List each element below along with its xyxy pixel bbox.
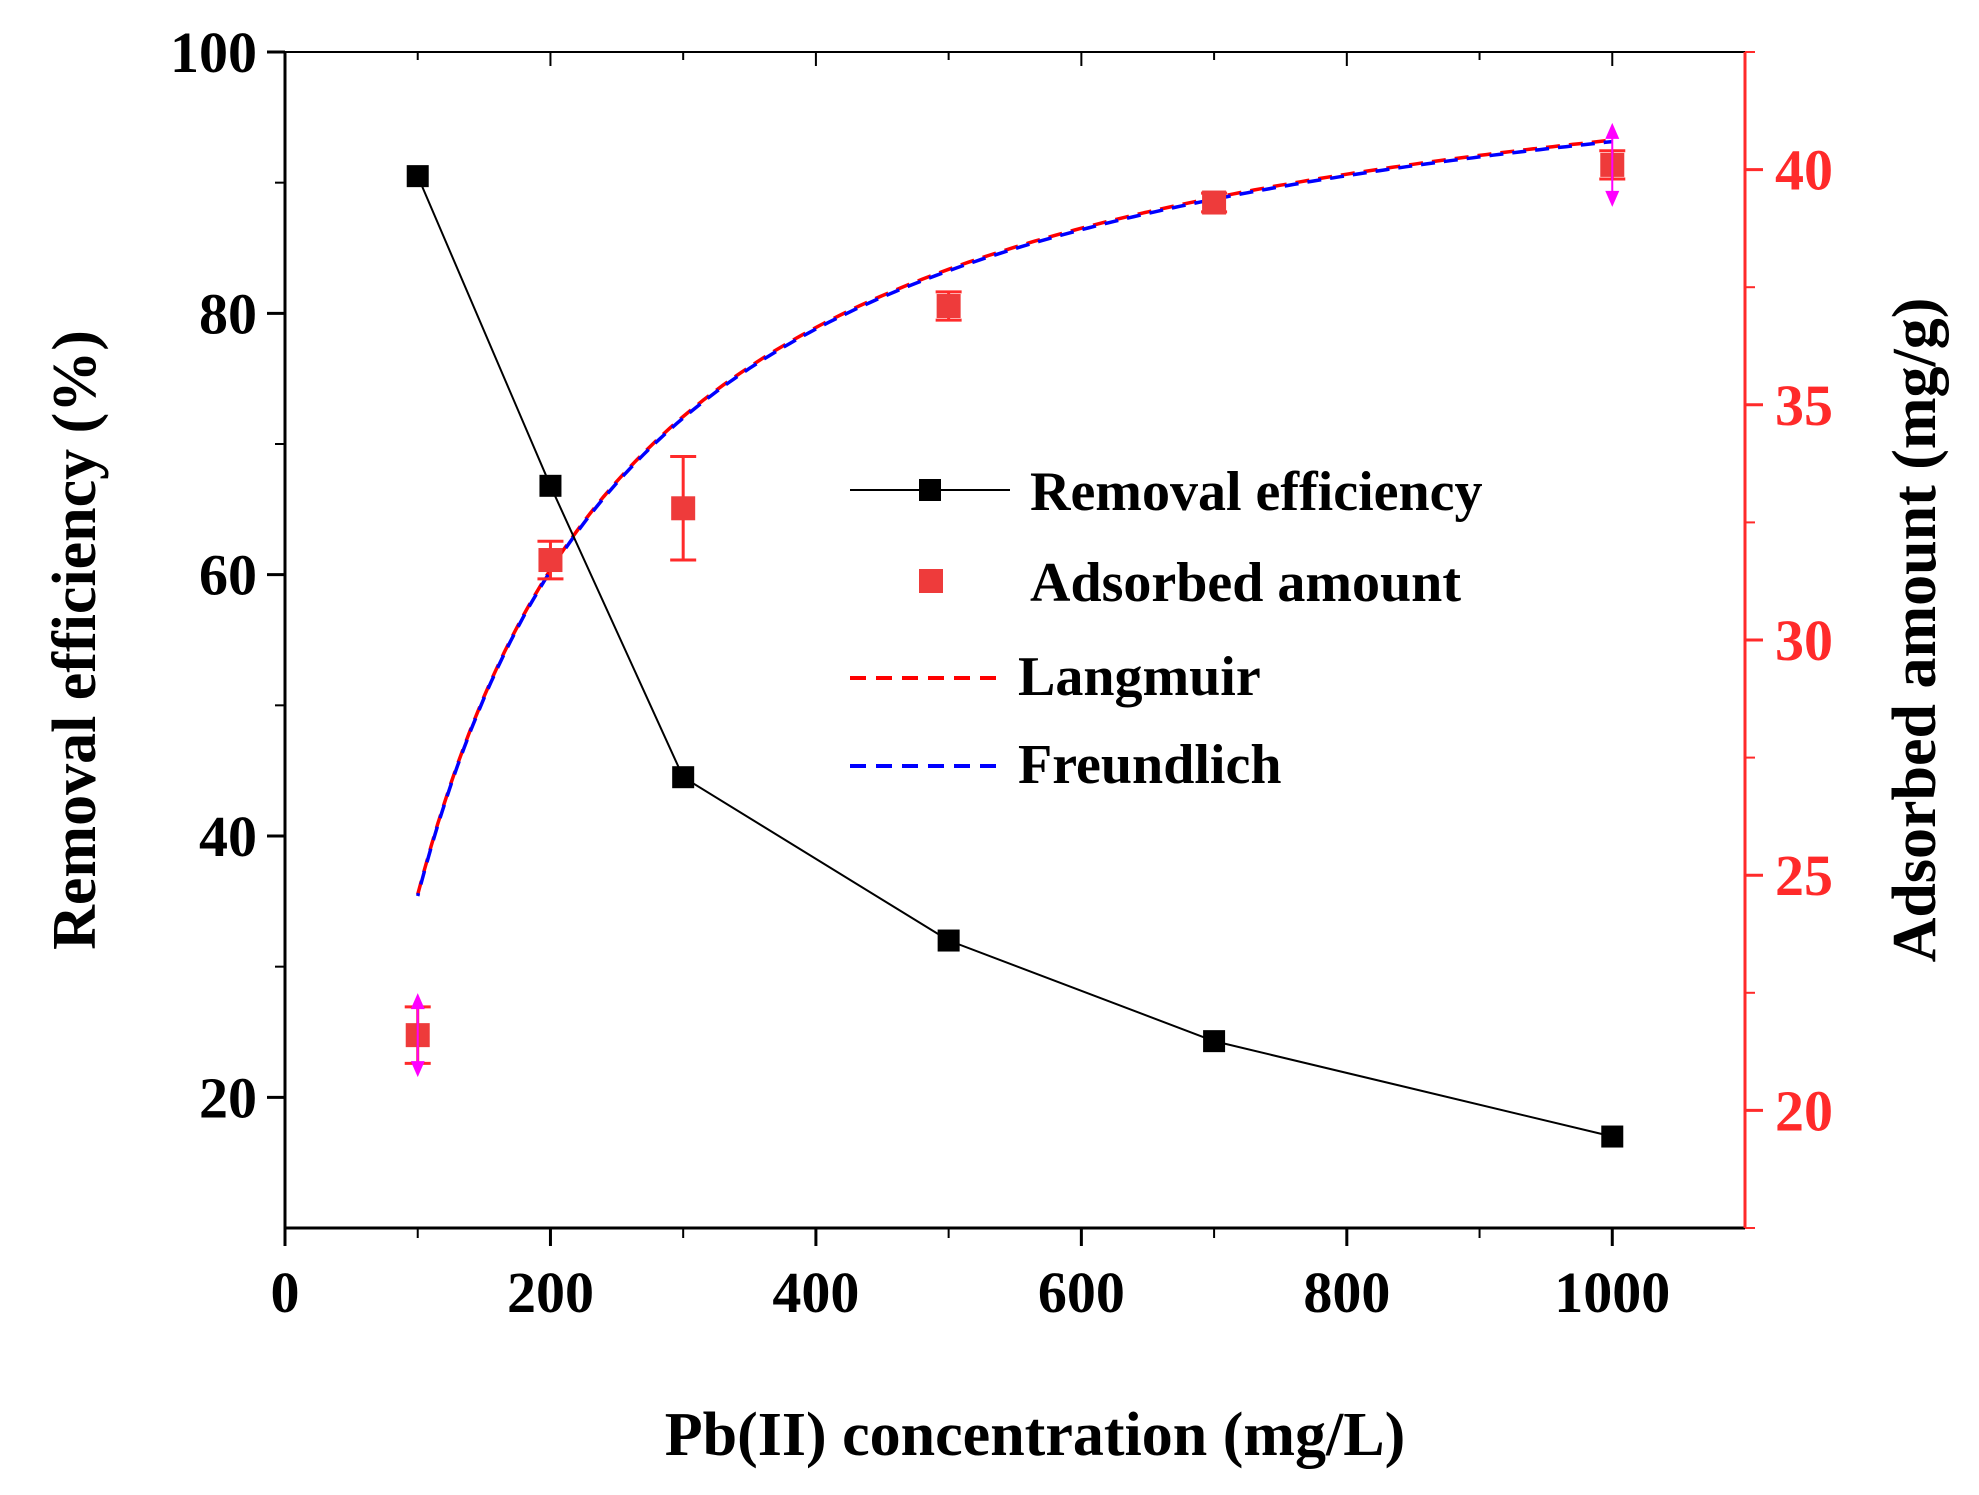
range-indicator-arrow-up bbox=[410, 993, 425, 1010]
data-points bbox=[404, 122, 1626, 1148]
adsorbed-amount-point bbox=[671, 496, 696, 521]
y-right-axis-title: Adsorbed amount (mg/g) bbox=[1881, 298, 1949, 963]
removal-efficiency-point bbox=[672, 766, 695, 789]
y-right-tick-label: 40 bbox=[1775, 138, 1833, 203]
adsorbed-amount-point bbox=[538, 548, 563, 573]
x-tick-label: 600 bbox=[1038, 1260, 1125, 1325]
y-right-tick-label: 20 bbox=[1775, 1078, 1833, 1143]
y-left-tick-label: 20 bbox=[199, 1065, 257, 1130]
removal-efficiency-point bbox=[1203, 1030, 1226, 1053]
legend-label-freundlich: Freundlich bbox=[1018, 734, 1281, 796]
x-tick-label: 800 bbox=[1303, 1260, 1390, 1325]
x-tick-label: 1000 bbox=[1554, 1260, 1670, 1325]
y-left-axis-title: Removal efficiency (%) bbox=[41, 330, 109, 950]
range-indicator-arrow-down bbox=[410, 1061, 425, 1078]
y-right-tick-label: 35 bbox=[1775, 373, 1833, 438]
adsorbed-amount-point bbox=[1202, 190, 1227, 215]
x-tick-label: 0 bbox=[271, 1260, 300, 1325]
y-right-tick-label: 25 bbox=[1775, 843, 1833, 908]
y-left-tick-label: 100 bbox=[170, 20, 257, 85]
axis-labels: Pb(II) concentration (mg/L) Removal effic… bbox=[41, 298, 1949, 1469]
langmuir-curve bbox=[416, 138, 1613, 895]
x-tick-label: 400 bbox=[772, 1260, 859, 1325]
legend-label-adsorbed: Adsorbed amount bbox=[1030, 552, 1461, 614]
range-indicator-arrow-down bbox=[1605, 190, 1620, 207]
legend: Removal efficiency Adsorbed amount Langm… bbox=[850, 461, 1482, 796]
fit-curves bbox=[416, 138, 1613, 897]
adsorbed-amount-point bbox=[936, 294, 961, 319]
freundlich-curve bbox=[416, 139, 1613, 897]
legend-swatch-adsorbed-marker bbox=[919, 569, 943, 593]
axes: 0 200 400 600 800 1000 20 40 60 80 100 20 25 30 35 40 bbox=[170, 20, 1833, 1325]
y-left-tick-label: 40 bbox=[199, 804, 257, 869]
removal-efficiency-point bbox=[937, 929, 960, 952]
y-right-tick-label: 30 bbox=[1775, 608, 1833, 673]
removal-efficiency-point bbox=[539, 474, 562, 497]
range-indicator-arrow-up bbox=[1605, 122, 1620, 139]
removal-efficiency-point bbox=[1601, 1125, 1624, 1148]
x-tick-label: 200 bbox=[507, 1260, 594, 1325]
x-axis-title: Pb(II) concentration (mg/L) bbox=[665, 1401, 1405, 1469]
removal-efficiency-line bbox=[416, 175, 1613, 1138]
y-left-tick-label: 80 bbox=[199, 281, 257, 346]
legend-swatch-removal-marker bbox=[919, 479, 941, 501]
legend-label-langmuir: Langmuir bbox=[1018, 646, 1261, 708]
removal-efficiency-point bbox=[406, 165, 429, 188]
legend-label-removal: Removal efficiency bbox=[1030, 461, 1482, 523]
y-left-tick-label: 60 bbox=[199, 543, 257, 608]
